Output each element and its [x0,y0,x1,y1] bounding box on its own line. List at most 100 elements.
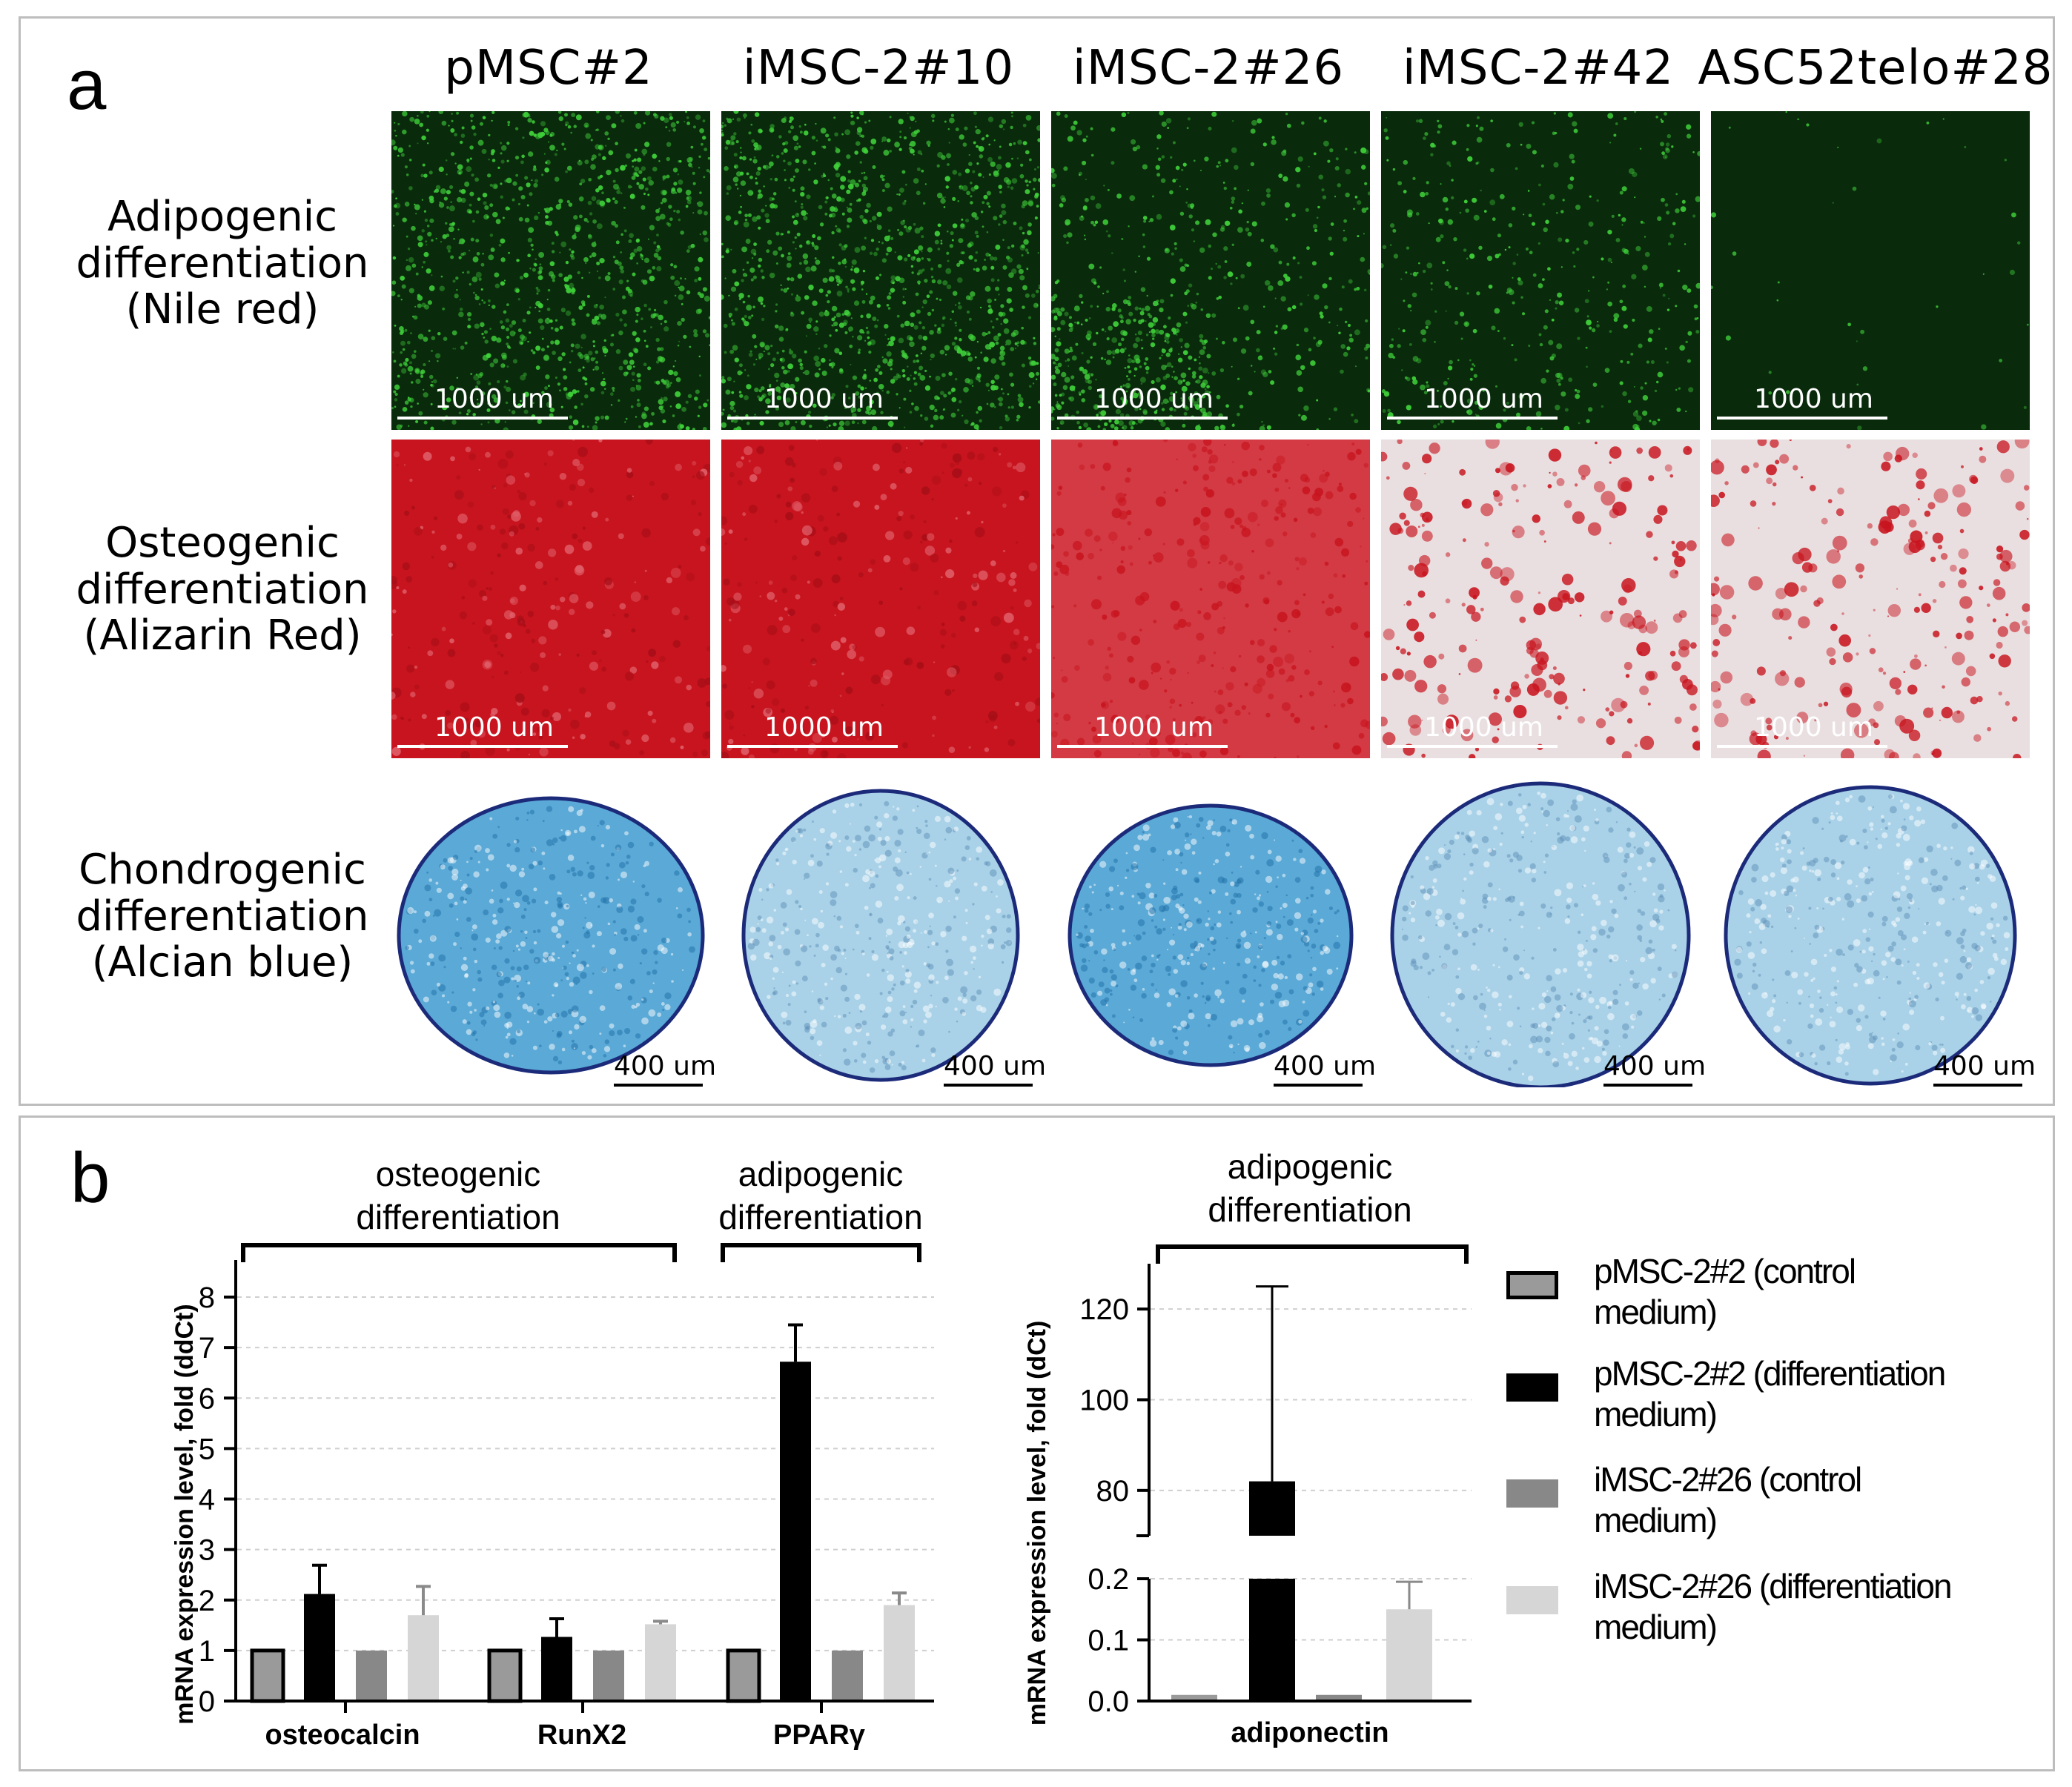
bar-osteocalcin-series-2 [304,1594,335,1701]
bracket-label-osteogenic-1: osteogenic [376,1155,541,1193]
pellet-texture [1076,815,1341,1055]
bar-osteocalcin-series-4 [408,1615,439,1701]
y-tick-label: 0.2 [1088,1563,1129,1596]
scale-bar [1057,417,1228,420]
scale-bar [614,1084,703,1087]
micrograph-image [1051,440,1370,758]
scale-bar-label: 1000 um [764,712,884,743]
legend-swatch-pmsc-differentiation [1506,1373,1558,1402]
scale-bar-label: 400 um [1603,1051,1707,1081]
scale-bar-label: 400 um [614,1051,717,1081]
bar-pparγ-series-2 [780,1362,811,1701]
row-label-line: Osteogenic [105,519,340,567]
bar-osteocalcin-series-3 [356,1650,387,1701]
scale-bar [727,745,898,748]
x-axis-label-2: RunX2 [537,1720,626,1751]
micrograph-image [1381,769,1700,1087]
micrograph-image [391,769,710,1087]
column-header-5: ASC52telo#28 [1698,41,2053,96]
pellet-section [397,796,705,1075]
pellet-texture [405,806,695,1065]
x-axis-label-adiponectin: adiponectin [1231,1717,1388,1748]
legend-line: iMSC-2#26 (differentiation [1594,1567,1953,1605]
y-tick-label: 6 [199,1382,215,1415]
bracket-adipogenic [721,1243,921,1262]
micrograph-image [721,440,1040,758]
scale-bar-label: 1000 um [1424,712,1543,743]
stain-spots [391,440,710,758]
legend-line: iMSC-2#26 (control [1594,1460,1862,1499]
y-axis-label: mRNA expression level, fold (ddCt) [171,1304,199,1724]
row-label-line: Chondrogenic [79,846,366,894]
row-label-line: differentiation [76,239,369,288]
legend-entry-imsc-differentiation: iMSC-2#26 (differentiation medium) [1594,1566,1953,1648]
row-label-line: Adipogenic [107,193,338,241]
scale-bar [1387,417,1558,420]
micrograph-r2-c5 [1711,440,2030,758]
stain-speckles [1051,111,1370,430]
legend-entry-imsc-control: iMSC-2#26 (control medium) [1594,1459,1862,1541]
micrograph-bg [1711,440,2030,758]
scale-bar-label: 400 um [1274,1051,1377,1081]
micrograph-image [1051,769,1370,1087]
micrograph-bg [1711,111,2030,430]
bars [250,1323,915,1713]
micrograph-bg [1381,111,1700,430]
micrograph-image [1381,111,1700,430]
bar-pparγ-series-3 [832,1650,863,1701]
y-tick-label: 4 [199,1484,215,1516]
row-label-line: differentiation [76,892,369,941]
scale-bar-label: 1000 um [764,384,884,414]
micrograph-r1-c5 [1711,111,2030,430]
bar-adiponectin-series-2-upper [1249,1481,1295,1536]
scale-bar [1717,417,1887,420]
column-header-4: iMSC-2#42 [1402,41,1675,96]
bracket-adiponectin [1156,1244,1469,1264]
micrograph-image [391,440,710,758]
micrograph-image [1711,440,2030,758]
pellet-section [1068,803,1354,1067]
row-label-line: differentiation [76,565,369,614]
micrograph-r1-c2 [721,111,1040,430]
stain-speckles [1711,111,2029,430]
x-axis-label-3: PPARγ [773,1720,865,1751]
chart-adiponectin: adipogenic differentiation mRNA expressi… [1023,1147,1472,1748]
legend-swatch-pmsc-control [1506,1271,1558,1299]
y-tick-label: 100 [1079,1385,1129,1417]
micrograph-r2-c4 [1381,440,1700,758]
bracket-label-adipogenic-2: differentiation [718,1198,922,1236]
row-label-line: (Alcian blue) [91,938,354,987]
stain-speckles [1381,111,1700,430]
legend-swatch-imsc-control [1506,1479,1558,1508]
bar-runx2-series-1 [487,1648,523,1703]
scale-bar [397,417,568,420]
bar-adiponectin-series-2-lower [1249,1579,1295,1701]
micrograph-bg [1381,440,1700,758]
bar-pparγ-series-1 [726,1648,761,1703]
micrograph-bg [721,440,1040,758]
micrograph-image [721,111,1040,430]
y-tick-label: 0 [199,1685,215,1718]
bar-osteocalcin-series-1 [250,1648,285,1703]
micrograph-r3-c1 [391,769,710,1087]
bar-adiponectin-series-3 [1316,1694,1362,1701]
chart-osteo-adipo: osteogenic differentiation adipogenic di… [171,1155,934,1751]
pellet-texture [1401,791,1678,1081]
bracket-label-adipogenic-2: differentiation [1208,1190,1411,1229]
micrograph-r2-c1 [391,440,710,758]
legend-entry-pmsc-differentiation: pMSC-2#2 (differentiation medium) [1594,1353,1946,1435]
scale-bar [1933,1084,2022,1087]
micrograph-bg [391,111,710,430]
y-tick-label: 1 [199,1635,215,1668]
bar-runx2-series-2 [541,1637,572,1701]
stain-spots [1711,440,2030,758]
legend-line: medium) [1594,1608,1718,1647]
legend-line: pMSC-2#2 (control [1594,1252,1856,1290]
gridlines [237,1296,934,1651]
scale-bar [1274,1084,1363,1087]
y-tick-label: 80 [1096,1475,1130,1508]
bracket-label-adipogenic-1: adipogenic [1228,1147,1393,1186]
micrograph-bg [1051,111,1370,430]
bar-runx2-series-3 [593,1650,624,1701]
gridlines [1151,1308,1472,1641]
